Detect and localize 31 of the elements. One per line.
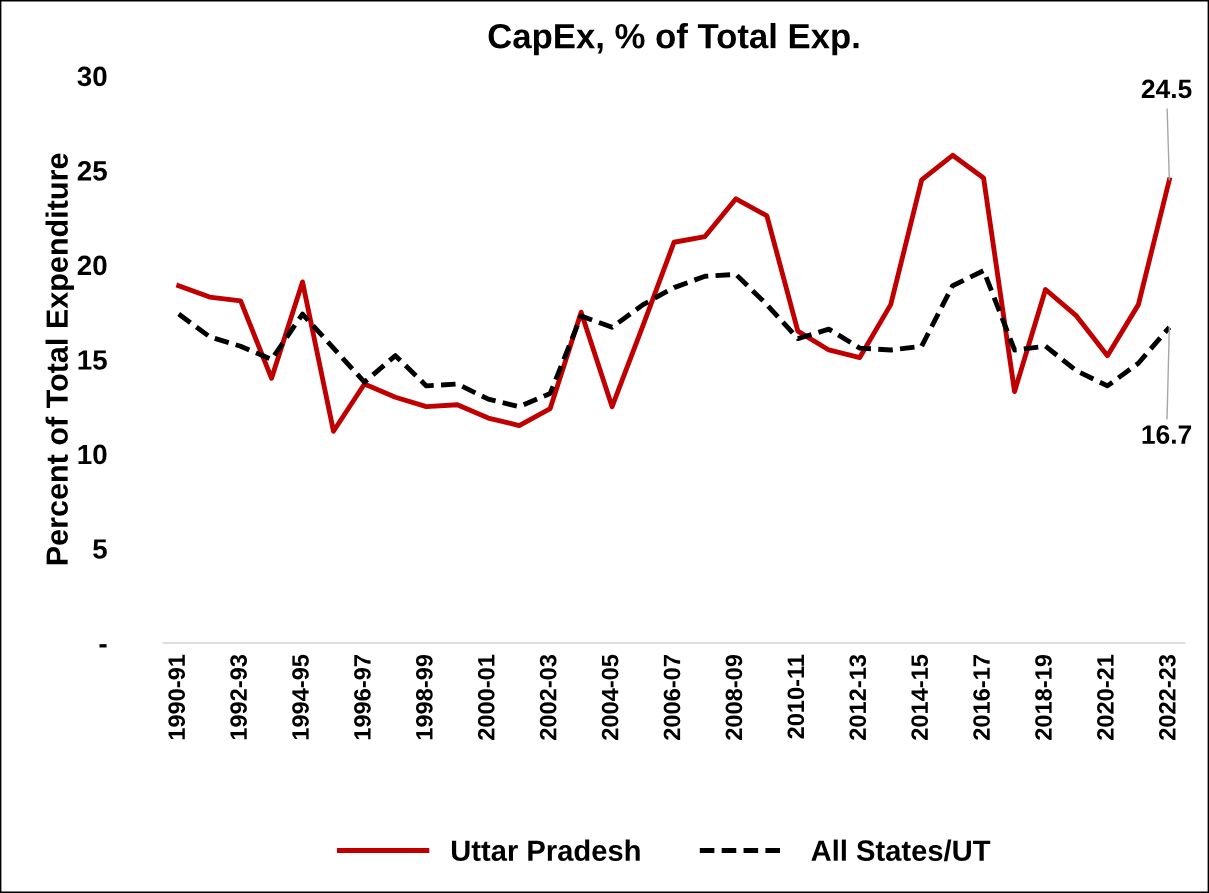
- y-tick-label: 5: [93, 539, 107, 559]
- legend-label: All States/UT: [811, 839, 991, 862]
- x-tick-label: 1994-95: [292, 654, 309, 740]
- x-tick-label: 2004-05: [601, 654, 619, 740]
- annotation: 16.7: [1142, 425, 1192, 444]
- y-tick-label: 15: [78, 350, 107, 370]
- x-tick-label: 2012-13: [849, 654, 867, 740]
- chart-title: CapEx, % of Total Exp.: [488, 22, 859, 56]
- x-tick-label: 2000-01: [477, 654, 495, 740]
- x-tick-label: 1990-91: [168, 654, 186, 740]
- x-tick-label: 2010-11: [787, 654, 805, 739]
- y-tick-label: -: [99, 644, 107, 648]
- annotation: 24.5: [1141, 79, 1192, 99]
- x-tick-label: 1992-93: [230, 654, 247, 740]
- x-tick-label: 2020-21: [1097, 654, 1114, 740]
- y-tick-label: 10: [78, 444, 107, 465]
- x-tick-label: 2018-19: [1035, 654, 1052, 740]
- x-tick-label: 1998-99: [415, 654, 433, 740]
- x-tick-label: 2022-23: [1158, 654, 1176, 740]
- y-tick-label: 25: [77, 161, 107, 181]
- x-tick-label: 2002-03: [539, 654, 557, 740]
- y-tick-label: 20: [77, 255, 107, 276]
- y-axis-title: Percent of Total Expenditure: [45, 153, 74, 565]
- y-tick-label: 30: [77, 66, 107, 87]
- x-tick-label: 1996-97: [354, 655, 371, 740]
- x-tick-label: 2016-17: [973, 655, 990, 740]
- x-tick-label: 2014-15: [911, 654, 929, 740]
- line-series: [176, 268, 1172, 410]
- x-tick-label: 2006-07: [663, 655, 681, 740]
- legend-label: Uttar Pradesh: [451, 839, 640, 861]
- x-tick-label: 2008-09: [725, 654, 743, 740]
